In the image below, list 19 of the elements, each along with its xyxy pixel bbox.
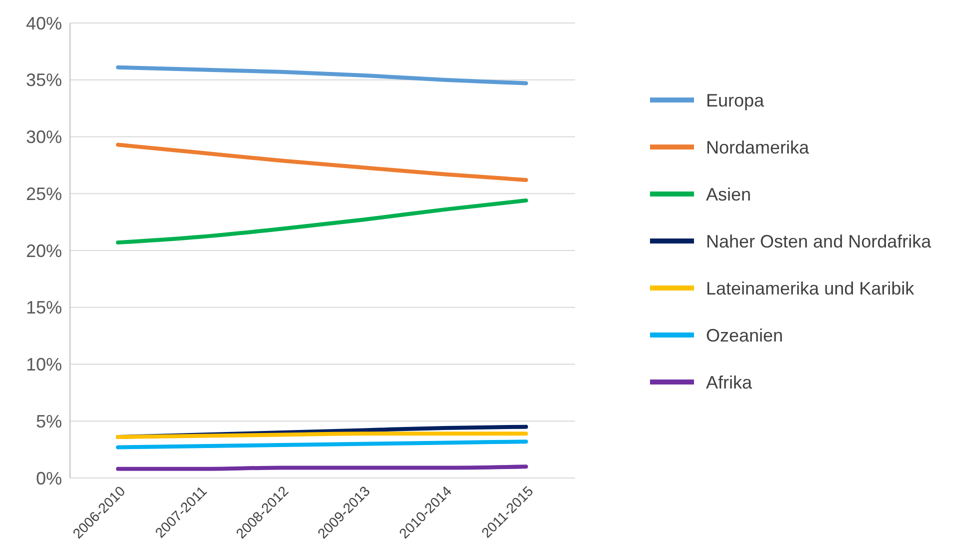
legend-label: Lateinamerika und Karibik (706, 278, 916, 298)
line-series (116, 142, 528, 182)
y-tick-label: 35% (26, 70, 62, 90)
legend-label: Europa (706, 90, 766, 110)
y-tick-label: 15% (26, 298, 62, 318)
legend-label: Asien (706, 184, 752, 204)
y-tick-label: 25% (26, 184, 62, 204)
y-tick-label: 40% (26, 13, 62, 34)
y-tick-label: 30% (26, 127, 62, 148)
legend-label: Nordamerika (706, 137, 810, 158)
line-series (116, 198, 528, 245)
legend-label: Ozeanien (706, 325, 784, 346)
legend-label: Naher Osten and Nordafrika (706, 231, 932, 252)
y-tick-label: 20% (26, 240, 62, 261)
y-tick-label: 5% (36, 411, 62, 432)
line-series (116, 65, 528, 86)
legend-label: Afrika (706, 372, 753, 392)
y-tick-label: 0% (36, 468, 62, 488)
y-tick-label: 10% (26, 354, 62, 375)
